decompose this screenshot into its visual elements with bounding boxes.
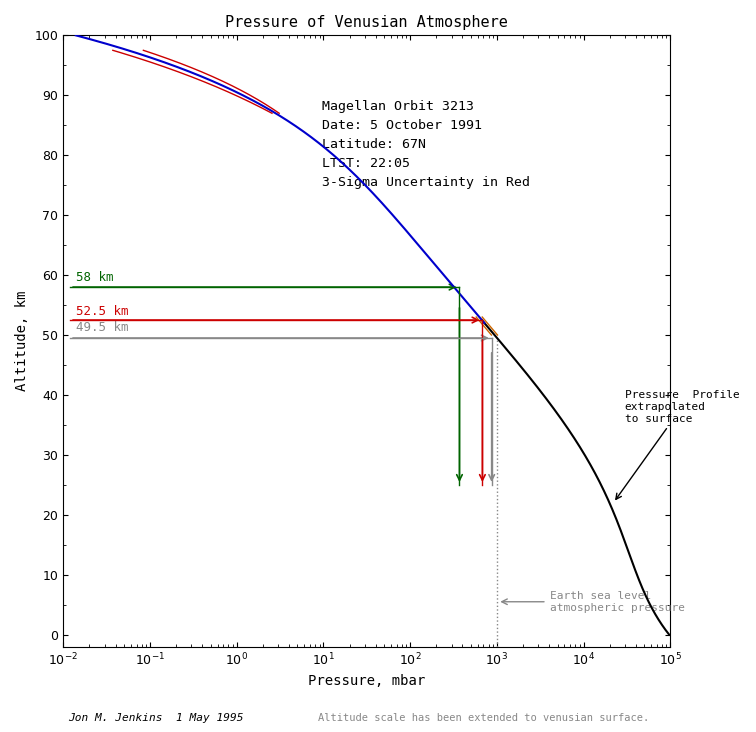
Text: Pressure  Profile
extrapolated
to surface: Pressure Profile extrapolated to surface — [616, 390, 739, 499]
Text: 58 km: 58 km — [76, 271, 113, 284]
Text: Magellan Orbit 3213
  Date: 5 October 1991
  Latitude: 67N
  LTST: 22:05
  3-Sig: Magellan Orbit 3213 Date: 5 October 1991… — [306, 100, 530, 189]
Text: Earth sea level
atmospheric pressure: Earth sea level atmospheric pressure — [502, 591, 685, 613]
Text: 52.5 km: 52.5 km — [76, 305, 129, 318]
X-axis label: Pressure, mbar: Pressure, mbar — [308, 673, 426, 688]
Text: Jon M. Jenkins  1 May 1995: Jon M. Jenkins 1 May 1995 — [68, 713, 243, 723]
Text: Altitude scale has been extended to venusian surface.: Altitude scale has been extended to venu… — [318, 713, 649, 723]
Text: 49.5 km: 49.5 km — [76, 321, 129, 335]
Title: Pressure of Venusian Atmosphere: Pressure of Venusian Atmosphere — [225, 15, 508, 30]
Y-axis label: Altitude, km: Altitude, km — [15, 291, 29, 392]
